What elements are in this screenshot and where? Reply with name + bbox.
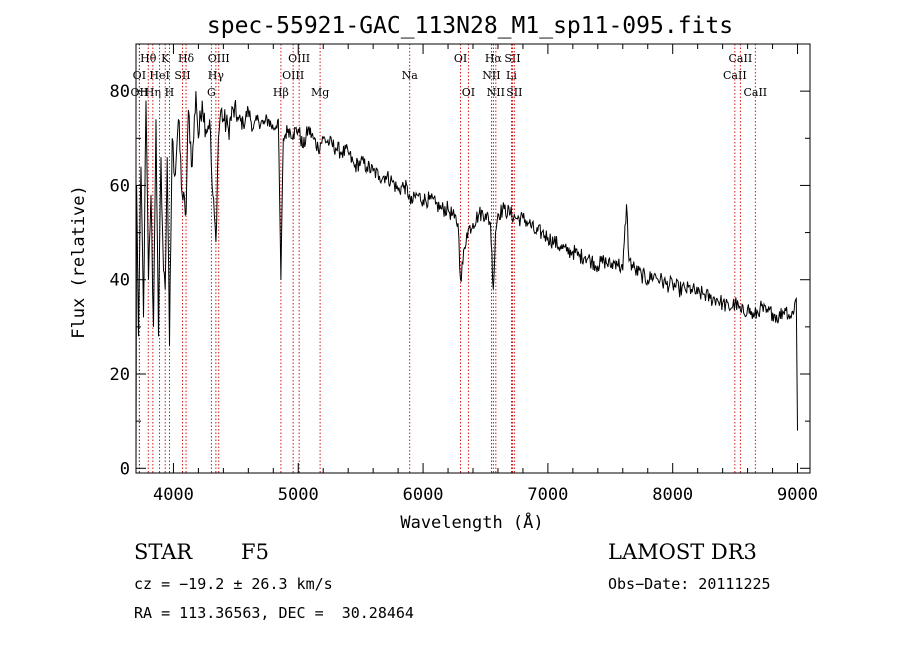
series-flux bbox=[135, 91, 798, 469]
marker-label-8: Hγ bbox=[208, 69, 225, 82]
x-tick-label-6000: 6000 bbox=[403, 485, 444, 505]
x-tick-label-9000: 9000 bbox=[777, 485, 818, 505]
marker-label-13: OIII bbox=[282, 69, 304, 82]
x-tick-label-5000: 5000 bbox=[278, 485, 319, 505]
marker-label-1: Hη bbox=[145, 86, 161, 99]
x-tick-label-4000: 4000 bbox=[153, 485, 194, 505]
marker-label-2: K bbox=[161, 52, 170, 65]
marker-label-24: SII bbox=[506, 86, 522, 99]
x-tick-label-7000: 7000 bbox=[527, 485, 568, 505]
y-tick-label-40: 40 bbox=[110, 271, 130, 291]
survey-name: LAMOST DR3 bbox=[608, 540, 757, 564]
object-class: STAR bbox=[134, 540, 193, 564]
y-tick-label-80: 80 bbox=[110, 82, 130, 102]
marker-label-9: G bbox=[207, 86, 216, 99]
marker-label-19: Hα bbox=[485, 52, 503, 65]
marker-label-0: Hθ bbox=[140, 52, 157, 65]
y-axis-title: Flux (relative) bbox=[69, 185, 89, 339]
marker-label-22: SII bbox=[504, 52, 520, 65]
coordinates: RA = 113.36563, DEC = 30.28464 bbox=[134, 604, 414, 622]
marker-label-5: SII bbox=[174, 69, 190, 82]
x-axis-title: Wavelength (Å) bbox=[400, 511, 543, 533]
y-tick-label-0: 0 bbox=[120, 459, 130, 479]
chart-title: spec-55921-GAC_113N28_M1_sp11-095.fits bbox=[207, 13, 733, 39]
marker-label-25: CaII bbox=[729, 52, 753, 65]
y-tick-label-20: 20 bbox=[110, 365, 130, 385]
marker-label-7: OIII bbox=[208, 52, 230, 65]
marker-label-14: OIII bbox=[288, 52, 310, 65]
y-tick-label-60: 60 bbox=[110, 176, 130, 196]
x-tick-label-8000: 8000 bbox=[652, 485, 693, 505]
marker-label-20: NII bbox=[482, 69, 500, 82]
marker-label-16: Na bbox=[402, 69, 419, 82]
marker-label-23: Li bbox=[506, 69, 517, 82]
object-subclass: F5 bbox=[241, 540, 269, 564]
line-markers: Hθ Hη K HeI H SII Hδ OIII Hγ G OI OII Hβ OIII OIII Mg Na… bbox=[131, 44, 767, 473]
marker-label-3: HeI bbox=[149, 69, 169, 82]
marker-label-26: CaII bbox=[723, 69, 747, 82]
marker-label-6: Hδ bbox=[178, 52, 195, 65]
marker-label-18: OI bbox=[462, 86, 475, 99]
marker-label-4: H bbox=[165, 86, 175, 99]
marker-label-27: CaII bbox=[743, 86, 767, 99]
observation-date: Obs−Date: 20111225 bbox=[608, 575, 771, 593]
marker-label-12: Hβ bbox=[273, 86, 289, 99]
axes: 4000 5000 6000 7000 8000 9000 0 20 40 60 80 bbox=[110, 43, 818, 505]
marker-label-21: NII bbox=[487, 86, 505, 99]
redshift-velocity: cz = −19.2 ± 26.3 km/s bbox=[134, 575, 333, 593]
marker-label-11: OII bbox=[131, 86, 149, 99]
series-group bbox=[135, 91, 798, 469]
plot-frame bbox=[135, 43, 811, 474]
marker-label-15: Mg bbox=[311, 86, 329, 99]
marker-label-17: OI bbox=[454, 52, 467, 65]
